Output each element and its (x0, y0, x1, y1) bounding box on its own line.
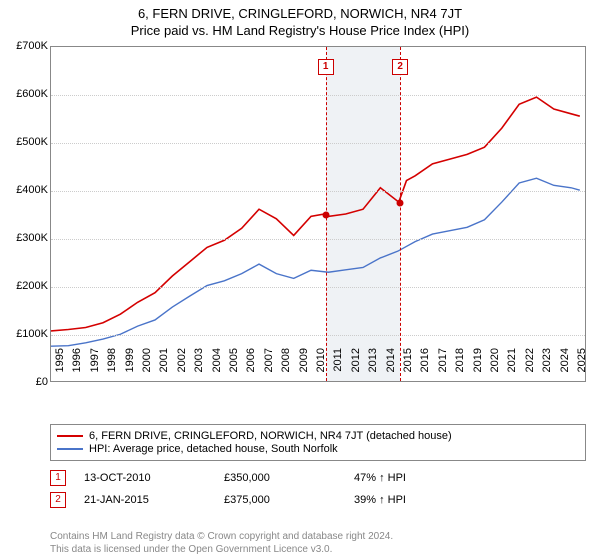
xtick-label: 2003 (193, 348, 205, 384)
sale-row-2: 2 21-JAN-2015 £375,000 39% ↑ HPI (50, 492, 586, 508)
sale-delta-1: 47% ↑ HPI (354, 472, 406, 484)
ytick-label: £300K (0, 232, 48, 244)
xtick-label: 1996 (71, 348, 83, 384)
ytick-label: £700K (0, 40, 48, 52)
xtick-label: 2017 (437, 348, 449, 384)
marker-index-box-1: 1 (318, 59, 334, 75)
sale-index-box-1: 1 (50, 470, 66, 486)
series-line-price_paid (51, 97, 580, 331)
xtick-label: 2002 (176, 348, 188, 384)
xtick-label: 1995 (54, 348, 66, 384)
footer-attribution: Contains HM Land Registry data © Crown c… (50, 531, 586, 556)
legend-row-hpi: HPI: Average price, detached house, Sout… (57, 443, 579, 455)
footer-line1: Contains HM Land Registry data © Crown c… (50, 531, 586, 544)
xtick-label: 2005 (228, 348, 240, 384)
marker-dot-1 (322, 212, 329, 219)
xtick-label: 1998 (106, 348, 118, 384)
title-address: 6, FERN DRIVE, CRINGLEFORD, NORWICH, NR4… (0, 6, 600, 21)
xtick-label: 2012 (350, 348, 362, 384)
gridline-h (51, 287, 585, 288)
chart-lines-svg (51, 47, 585, 381)
xtick-label: 2004 (211, 348, 223, 384)
sale-delta-2: 39% ↑ HPI (354, 494, 406, 506)
xtick-label: 2023 (541, 348, 553, 384)
xtick-label: 2014 (385, 348, 397, 384)
xtick-label: 2008 (280, 348, 292, 384)
xtick-label: 2009 (298, 348, 310, 384)
series-line-hpi (51, 178, 580, 346)
plot-area: 12 (50, 46, 586, 382)
ytick-label: £100K (0, 328, 48, 340)
xtick-label: 2016 (419, 348, 431, 384)
legend-swatch-price-paid (57, 435, 83, 437)
sales-table: 1 13-OCT-2010 £350,000 47% ↑ HPI 2 21-JA… (50, 464, 586, 508)
legend-swatch-hpi (57, 448, 83, 450)
sale-index-box-2: 2 (50, 492, 66, 508)
xtick-label: 2006 (245, 348, 257, 384)
xtick-label: 1999 (124, 348, 136, 384)
ytick-label: £400K (0, 184, 48, 196)
ytick-label: £0 (0, 376, 48, 388)
xtick-label: 2025 (576, 348, 588, 384)
xtick-label: 2024 (559, 348, 571, 384)
gridline-h (51, 239, 585, 240)
gridline-h (51, 143, 585, 144)
chart-legend: 6, FERN DRIVE, CRINGLEFORD, NORWICH, NR4… (50, 424, 586, 461)
xtick-label: 2022 (524, 348, 536, 384)
sale-price-2: £375,000 (224, 494, 354, 506)
title-subtitle: Price paid vs. HM Land Registry's House … (0, 23, 600, 38)
xtick-label: 2015 (402, 348, 414, 384)
footer-line2: This data is licensed under the Open Gov… (50, 544, 586, 557)
xtick-label: 2013 (367, 348, 379, 384)
ytick-label: £600K (0, 88, 48, 100)
xtick-label: 2001 (158, 348, 170, 384)
marker-line-2 (400, 47, 401, 381)
legend-label-price-paid: 6, FERN DRIVE, CRINGLEFORD, NORWICH, NR4… (89, 430, 452, 442)
gridline-h (51, 95, 585, 96)
ytick-label: £200K (0, 280, 48, 292)
sale-price-1: £350,000 (224, 472, 354, 484)
sale-row-1: 1 13-OCT-2010 £350,000 47% ↑ HPI (50, 470, 586, 486)
xtick-label: 2011 (332, 348, 344, 384)
gridline-h (51, 191, 585, 192)
xtick-label: 2010 (315, 348, 327, 384)
legend-row-price-paid: 6, FERN DRIVE, CRINGLEFORD, NORWICH, NR4… (57, 430, 579, 442)
xtick-label: 1997 (89, 348, 101, 384)
xtick-label: 2021 (506, 348, 518, 384)
ytick-label: £500K (0, 136, 48, 148)
chart-title-block: 6, FERN DRIVE, CRINGLEFORD, NORWICH, NR4… (0, 0, 600, 38)
gridline-h (51, 335, 585, 336)
sale-date-1: 13-OCT-2010 (84, 472, 224, 484)
marker-dot-2 (397, 200, 404, 207)
xtick-label: 2000 (141, 348, 153, 384)
xtick-label: 2007 (263, 348, 275, 384)
chart-container: £0£100K£200K£300K£400K£500K£600K£700K 12… (0, 46, 600, 420)
xtick-label: 2019 (472, 348, 484, 384)
legend-label-hpi: HPI: Average price, detached house, Sout… (89, 443, 338, 455)
marker-index-box-2: 2 (392, 59, 408, 75)
xtick-label: 2020 (489, 348, 501, 384)
sale-date-2: 21-JAN-2015 (84, 494, 224, 506)
xtick-label: 2018 (454, 348, 466, 384)
